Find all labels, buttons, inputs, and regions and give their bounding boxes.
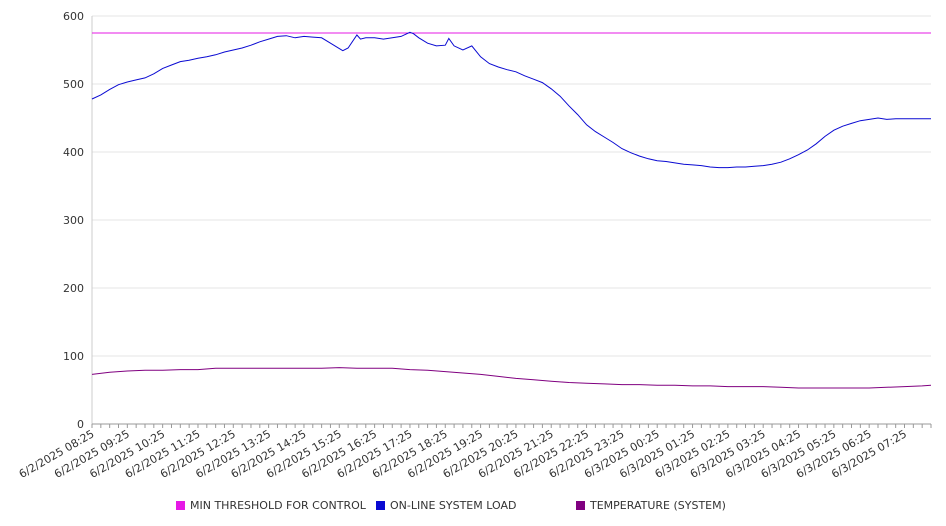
- legend-label: TEMPERATURE (SYSTEM): [589, 499, 726, 512]
- y-axis: 0 100 200 300 400 500 600: [63, 10, 93, 431]
- x-axis: 6/2/2025 08:256/2/2025 09:256/2/2025 10:…: [17, 423, 932, 481]
- legend: MIN THRESHOLD FOR CONTROL ON-LINE SYSTEM …: [176, 499, 726, 512]
- y-tick-label: 500: [63, 78, 84, 91]
- legend-swatch: [576, 501, 585, 510]
- y-tick-label: 0: [77, 418, 84, 431]
- legend-label: MIN THRESHOLD FOR CONTROL: [190, 499, 367, 512]
- series-lines: [91, 31, 932, 389]
- legend-swatch: [376, 501, 385, 510]
- legend-label: ON-LINE SYSTEM LOAD: [390, 499, 516, 512]
- y-tick-label: 100: [63, 350, 84, 363]
- gridlines: [92, 15, 931, 357]
- series-line-2: [91, 367, 932, 389]
- y-tick-label: 600: [63, 10, 84, 23]
- y-tick-label: 200: [63, 282, 84, 295]
- y-tick-label: 300: [63, 214, 84, 227]
- legend-swatch: [176, 501, 185, 510]
- series-line-1: [91, 31, 931, 169]
- y-tick-label: 400: [63, 146, 84, 159]
